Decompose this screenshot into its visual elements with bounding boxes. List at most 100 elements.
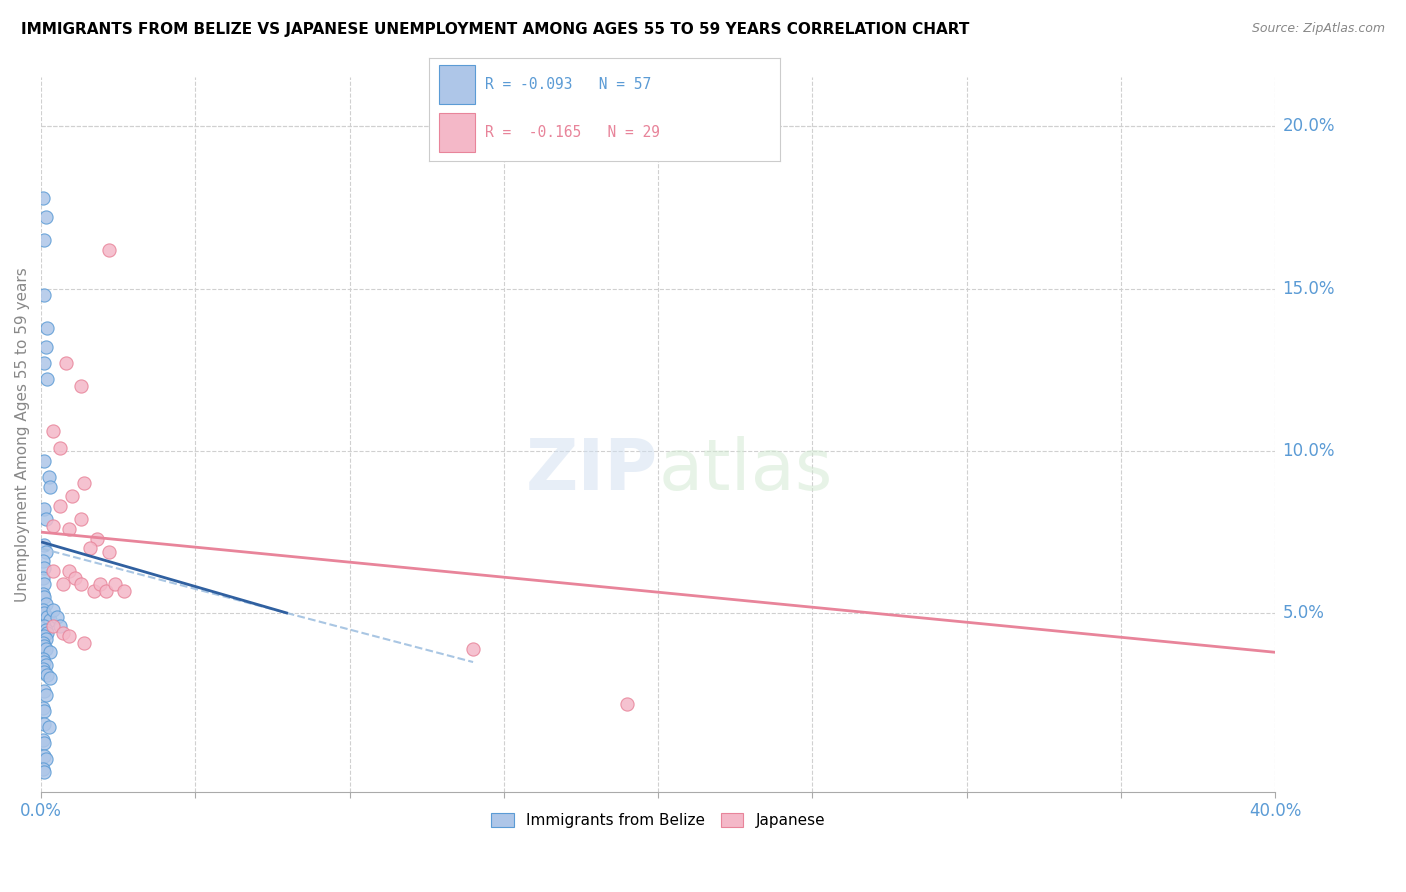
Point <box>32 453 55 467</box>
Text: Source: ZipAtlas.com: Source: ZipAtlas.com <box>1251 22 1385 36</box>
Point <box>48 619 70 633</box>
Point <box>32 736 55 750</box>
Point <box>35 210 58 224</box>
Point <box>32 749 55 764</box>
Point <box>70 577 93 591</box>
Text: 20.0%: 20.0% <box>1282 117 1334 136</box>
Legend: Immigrants from Belize, Japanese: Immigrants from Belize, Japanese <box>485 807 831 834</box>
Point <box>42 603 65 617</box>
Point <box>35 544 58 558</box>
Point <box>38 470 60 484</box>
Point <box>35 688 58 702</box>
Point <box>32 356 55 370</box>
Text: 15.0%: 15.0% <box>1282 279 1334 298</box>
Point <box>31 661 53 675</box>
Point <box>32 765 55 780</box>
Point <box>32 629 55 643</box>
Point <box>98 544 121 558</box>
Point <box>52 577 75 591</box>
Bar <box>439 113 475 153</box>
Point <box>35 623 58 637</box>
Point <box>32 590 55 604</box>
Text: ZIP: ZIP <box>526 436 658 505</box>
Text: atlas: atlas <box>658 436 832 505</box>
Point <box>35 512 58 526</box>
Point <box>37 668 59 682</box>
Point <box>39 645 62 659</box>
Point <box>39 480 62 494</box>
Point <box>42 619 65 633</box>
Text: IMMIGRANTS FROM BELIZE VS JAPANESE UNEMPLOYMENT AMONG AGES 55 TO 59 YEARS CORREL: IMMIGRANTS FROM BELIZE VS JAPANESE UNEMP… <box>21 22 970 37</box>
Point <box>32 502 55 516</box>
Point <box>35 340 58 354</box>
Point <box>38 720 60 734</box>
Point <box>37 320 59 334</box>
Point <box>48 441 70 455</box>
Point <box>31 635 53 649</box>
Point <box>461 642 484 657</box>
Point <box>73 635 96 649</box>
Point <box>31 733 53 747</box>
Point <box>45 609 67 624</box>
Point <box>60 490 83 504</box>
Point <box>58 629 80 643</box>
Point <box>31 554 53 568</box>
Point <box>48 499 70 513</box>
Point <box>42 425 65 439</box>
Point <box>31 700 53 714</box>
Point <box>35 658 58 673</box>
Point <box>58 522 80 536</box>
Point <box>86 532 108 546</box>
Point <box>35 752 58 766</box>
Y-axis label: Unemployment Among Ages 55 to 59 years: Unemployment Among Ages 55 to 59 years <box>15 268 30 602</box>
Point <box>79 541 101 556</box>
Point <box>31 603 53 617</box>
Point <box>32 665 55 679</box>
Point <box>52 625 75 640</box>
Point <box>112 583 135 598</box>
Text: R = -0.093   N = 57: R = -0.093 N = 57 <box>485 77 651 92</box>
Point <box>35 597 58 611</box>
Point <box>32 233 55 247</box>
Point <box>32 577 55 591</box>
Point <box>32 655 55 669</box>
Point <box>32 684 55 698</box>
Point <box>32 619 55 633</box>
Point <box>98 243 121 257</box>
Point <box>37 609 59 624</box>
Text: 10.0%: 10.0% <box>1282 442 1334 460</box>
Point <box>31 762 53 776</box>
Point <box>70 379 93 393</box>
Text: R =  -0.165   N = 29: R = -0.165 N = 29 <box>485 126 659 140</box>
Point <box>32 288 55 302</box>
Point <box>73 476 96 491</box>
Point <box>616 698 638 712</box>
Text: 5.0%: 5.0% <box>1282 605 1324 623</box>
Point <box>83 583 105 598</box>
Point <box>63 571 86 585</box>
Point <box>42 564 65 578</box>
Point <box>39 613 62 627</box>
Point <box>32 607 55 621</box>
Point <box>70 512 93 526</box>
Point <box>89 577 111 591</box>
Point <box>94 583 117 598</box>
Point <box>32 538 55 552</box>
Point <box>39 671 62 685</box>
Point <box>32 561 55 575</box>
Point <box>35 642 58 657</box>
Point <box>31 652 53 666</box>
Point <box>31 587 53 601</box>
Bar <box>439 65 475 104</box>
Point <box>104 577 127 591</box>
Point <box>32 716 55 731</box>
Point <box>55 356 77 370</box>
Point <box>32 639 55 653</box>
Point <box>35 632 58 647</box>
Point <box>37 372 59 386</box>
Point <box>58 564 80 578</box>
Point <box>31 191 53 205</box>
Point <box>32 704 55 718</box>
Point <box>37 625 59 640</box>
Point <box>31 571 53 585</box>
